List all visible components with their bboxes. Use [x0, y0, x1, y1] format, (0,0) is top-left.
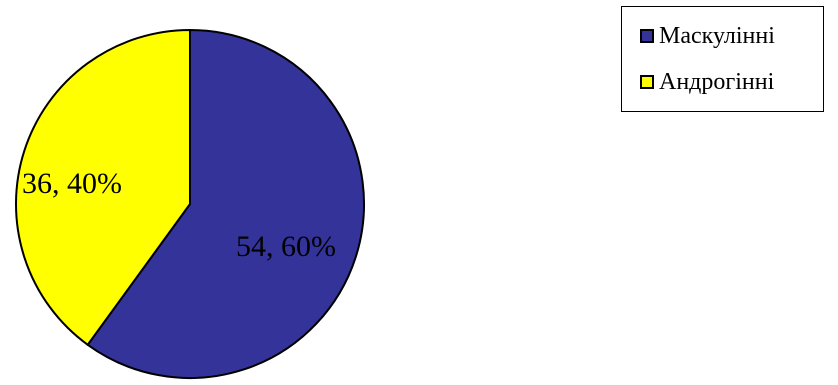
- legend-label-masculine: Маскулінні: [659, 23, 775, 49]
- legend-item-masculine: Маскулінні: [640, 21, 775, 51]
- chart-legend: Маскулінні Андрогінні: [621, 6, 824, 112]
- legend-swatch-androgynous: [640, 75, 654, 89]
- legend-swatch-masculine: [640, 29, 654, 43]
- pie-slices: [15, 28, 365, 379]
- data-label-masculine: 54, 60%: [236, 230, 336, 263]
- pie-slice-androgynous: [15, 28, 191, 347]
- pie-slice-masculine: [86, 28, 365, 379]
- legend-item-androgynous: Андрогінні: [640, 67, 774, 97]
- legend-label-androgynous: Андрогінні: [659, 69, 775, 95]
- data-label-androgynous: 36, 40%: [22, 167, 122, 200]
- pie-data-labels: 54, 60% 36, 40%: [22, 167, 336, 263]
